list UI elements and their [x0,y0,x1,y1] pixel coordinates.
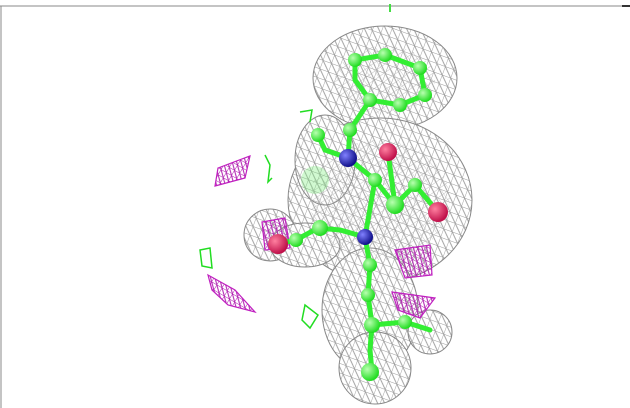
difference-mesh-positive [199,109,329,330]
ligand-atoms [268,48,448,381]
viewport-frame [0,4,630,408]
difference-mesh-negative [207,155,437,319]
